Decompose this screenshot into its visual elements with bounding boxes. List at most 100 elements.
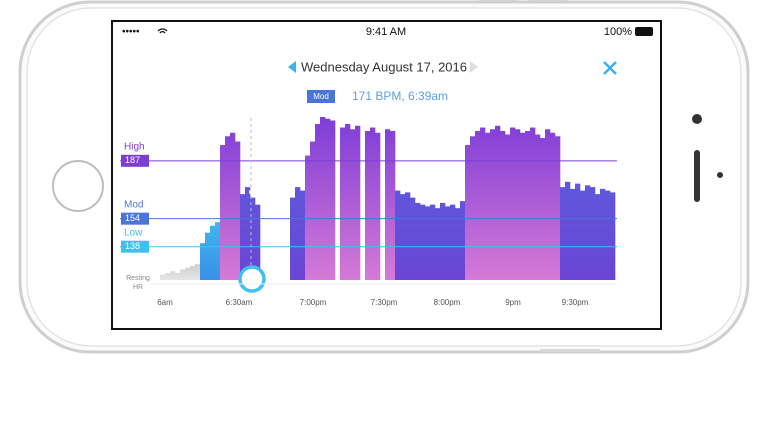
level-badge (121, 240, 149, 253)
level-name: High (124, 141, 145, 152)
hr-bar (485, 132, 491, 280)
hr-bar (580, 190, 586, 280)
x-tick-label: 9:30pm (562, 298, 589, 307)
hr-bar (450, 204, 456, 280)
hr-bar (480, 127, 486, 280)
hr-bar (180, 269, 186, 280)
hr-bar (540, 138, 546, 280)
hr-bar (400, 194, 406, 280)
hr-bar (610, 192, 616, 280)
level-value: 138 (125, 241, 140, 251)
zone-badge (307, 90, 335, 103)
x-tick-label: 6am (157, 298, 173, 307)
hr-bar (430, 204, 436, 280)
hr-bar (590, 187, 596, 280)
hr-bar (385, 129, 391, 280)
hr-bar (420, 204, 426, 280)
hr-bar (445, 206, 451, 280)
hr-bar (455, 208, 461, 280)
hr-bar (605, 190, 611, 280)
hr-bar (530, 127, 536, 280)
hr-bar (535, 134, 541, 280)
hr-bar (175, 272, 181, 280)
wifi-icon (157, 28, 168, 34)
hr-bar (200, 243, 206, 280)
hr-bar (235, 141, 241, 280)
hr-bar (225, 136, 231, 280)
hr-bar (250, 197, 256, 280)
resting-label: Resting HR (126, 275, 150, 291)
level-name: Low (124, 227, 143, 238)
hr-bar (195, 264, 201, 280)
hr-bar (515, 129, 521, 280)
level-name: Mod (124, 199, 143, 210)
hr-bar (555, 136, 561, 280)
hr-bar (210, 225, 216, 280)
hr-bar (365, 131, 371, 280)
hr-bar (470, 136, 476, 280)
hr-bar (600, 188, 606, 280)
hr-bar (560, 187, 566, 280)
hr-bar (570, 188, 576, 280)
hr-bar (320, 117, 326, 280)
hr-bar (545, 129, 551, 280)
home-button[interactable] (52, 160, 104, 212)
hr-bar (220, 145, 226, 280)
hr-bar (300, 190, 306, 280)
hr-bar (190, 265, 196, 280)
hr-bar (495, 125, 501, 280)
sensor (717, 172, 723, 178)
hr-bar (370, 127, 376, 280)
hr-bar (375, 132, 381, 280)
hr-bar (405, 192, 411, 280)
chart: High 187 Mod 154 Low 138 Resting HR 6am 6:30am 7:0… (120, 117, 617, 307)
date-title: Wednesday August 17, 2016 (301, 59, 467, 74)
hr-bar (170, 271, 176, 280)
hr-bar (460, 201, 466, 280)
hr-bar (410, 197, 416, 280)
hr-bar (520, 132, 526, 280)
side-button (540, 349, 600, 352)
hr-bar (525, 131, 531, 280)
hr-bar (415, 202, 421, 280)
battery-text: 100% (604, 26, 632, 38)
battery-icon (635, 27, 653, 36)
level-value: 187 (125, 155, 140, 165)
hr-bar (440, 202, 446, 280)
x-tick-label: 6:30am (226, 298, 253, 307)
camera (692, 114, 702, 124)
hr-bar (345, 124, 351, 280)
x-tick-label: 9pm (505, 298, 521, 307)
hr-bar (185, 267, 191, 280)
hr-bar (350, 129, 356, 280)
hr-bar (315, 124, 321, 280)
x-tick-label: 7:30pm (371, 298, 398, 307)
hr-bar (205, 232, 211, 280)
hr-bar (165, 272, 171, 280)
hr-bar (215, 222, 221, 280)
hr-bar (310, 141, 316, 280)
hr-bar (465, 145, 471, 280)
status-time: 9:41 AM (366, 26, 406, 38)
hr-bar (595, 194, 601, 280)
zone-badge-text: Mod (313, 92, 329, 101)
hr-bar (390, 131, 396, 280)
level-badge (121, 212, 149, 225)
signal: ••••• (122, 27, 140, 38)
hr-bar (245, 187, 251, 280)
hr-bar (160, 274, 166, 280)
hr-bar (305, 155, 311, 280)
hr-bar (585, 185, 591, 280)
close-button[interactable] (603, 61, 617, 75)
hr-bar (325, 118, 331, 281)
hr-bar (435, 208, 441, 280)
scrubber-handle[interactable] (238, 265, 266, 293)
hr-bar (475, 131, 481, 280)
prev-arrow[interactable] (288, 61, 296, 73)
selection-dot (249, 190, 253, 194)
hr-bar (395, 190, 401, 280)
next-arrow[interactable] (470, 61, 478, 73)
hr-bar (290, 197, 296, 280)
hr-bar (425, 206, 431, 280)
